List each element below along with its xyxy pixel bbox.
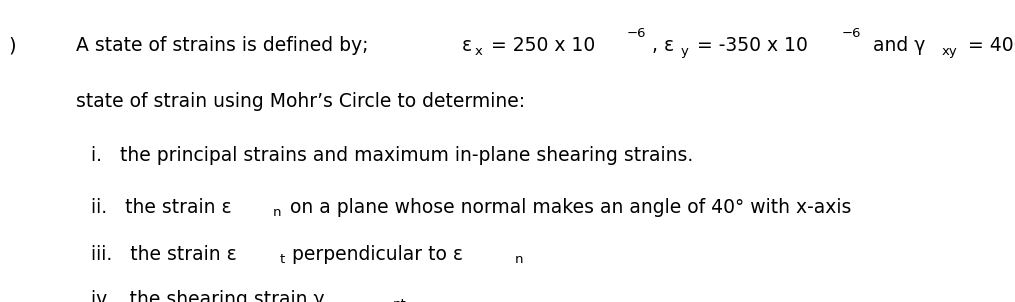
Text: xy: xy (942, 45, 958, 58)
Text: t: t (279, 253, 284, 266)
Text: and γ: and γ (867, 36, 925, 55)
Text: iii.   the strain ε: iii. the strain ε (91, 245, 238, 264)
Text: iv.   the shearing strain γ: iv. the shearing strain γ (91, 290, 325, 302)
Text: = 400 x 10: = 400 x 10 (962, 36, 1015, 55)
Text: x: x (474, 45, 482, 58)
Text: state of strain using Mohr’s Circle to determine:: state of strain using Mohr’s Circle to d… (76, 92, 525, 111)
Text: on a plane whose normal makes an angle of 40° with x-axis: on a plane whose normal makes an angle o… (284, 198, 852, 217)
Text: n: n (273, 206, 281, 219)
Text: −6: −6 (627, 27, 647, 40)
Text: = -350 x 10: = -350 x 10 (690, 36, 808, 55)
Text: ii.   the strain ε: ii. the strain ε (91, 198, 232, 217)
Text: nt: nt (393, 298, 407, 302)
Text: ε: ε (461, 36, 471, 55)
Text: = 250 x 10: = 250 x 10 (484, 36, 595, 55)
Text: ): ) (8, 36, 16, 55)
Text: , ε: , ε (652, 36, 674, 55)
Text: −6: −6 (841, 27, 861, 40)
Text: A state of strains is defined by;: A state of strains is defined by; (76, 36, 375, 55)
Text: n: n (515, 253, 523, 266)
Text: y: y (680, 45, 688, 58)
Text: perpendicular to ε: perpendicular to ε (286, 245, 463, 264)
Text: i.   the principal strains and maximum in-plane shearing strains.: i. the principal strains and maximum in-… (91, 146, 693, 165)
